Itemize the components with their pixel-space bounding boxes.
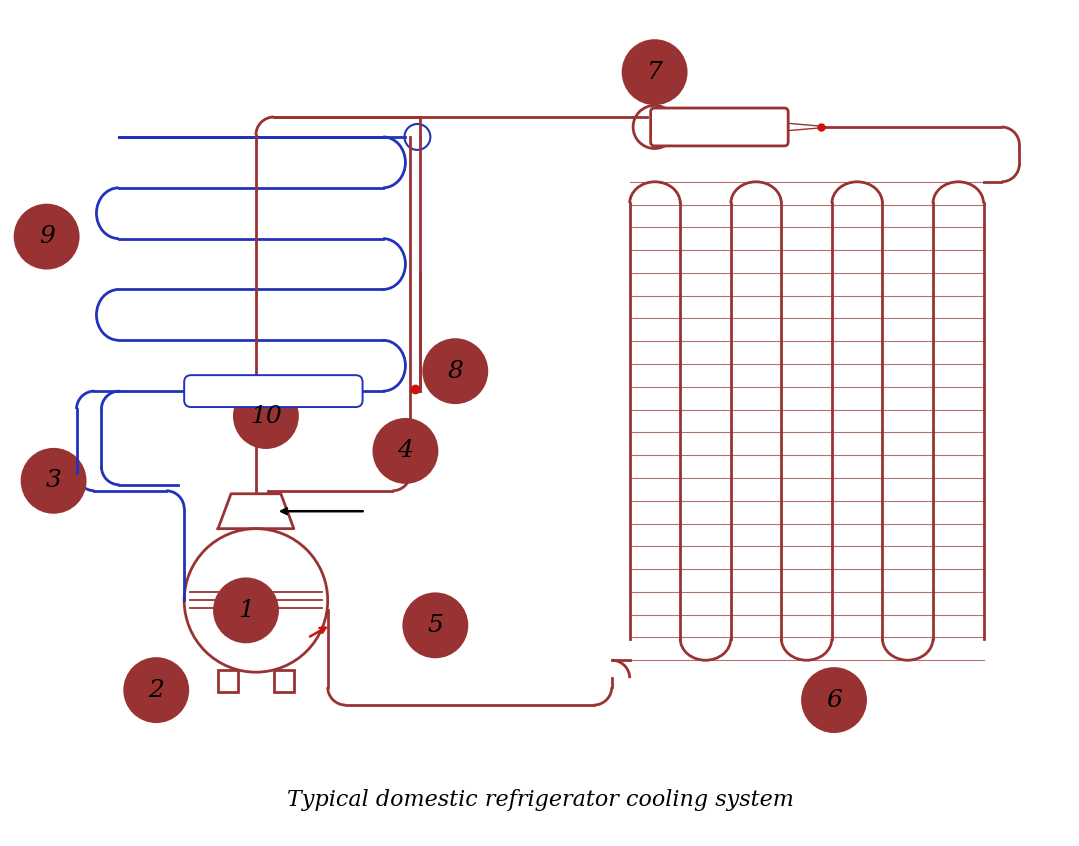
Circle shape xyxy=(423,339,488,403)
Text: 3: 3 xyxy=(45,470,62,492)
Text: 6: 6 xyxy=(827,689,842,711)
Text: 7: 7 xyxy=(646,61,663,84)
Text: 5: 5 xyxy=(427,614,443,637)
Bar xyxy=(218,670,238,692)
Text: 4: 4 xyxy=(397,439,413,463)
Text: 9: 9 xyxy=(39,225,55,248)
Bar xyxy=(274,670,293,692)
FancyBboxPatch shape xyxy=(651,108,788,146)
Circle shape xyxy=(404,593,467,657)
Circle shape xyxy=(15,205,79,268)
Circle shape xyxy=(124,658,188,722)
FancyBboxPatch shape xyxy=(185,375,363,407)
Circle shape xyxy=(802,668,866,732)
Text: 1: 1 xyxy=(238,599,254,622)
Circle shape xyxy=(373,419,437,483)
Text: 10: 10 xyxy=(250,404,282,427)
Circle shape xyxy=(234,384,298,448)
Text: Typical domestic refrigerator cooling system: Typical domestic refrigerator cooling sy… xyxy=(287,788,793,810)
Text: 2: 2 xyxy=(148,678,164,701)
Text: 8: 8 xyxy=(448,360,463,382)
Circle shape xyxy=(214,579,278,642)
Circle shape xyxy=(623,41,686,104)
Circle shape xyxy=(22,449,85,513)
